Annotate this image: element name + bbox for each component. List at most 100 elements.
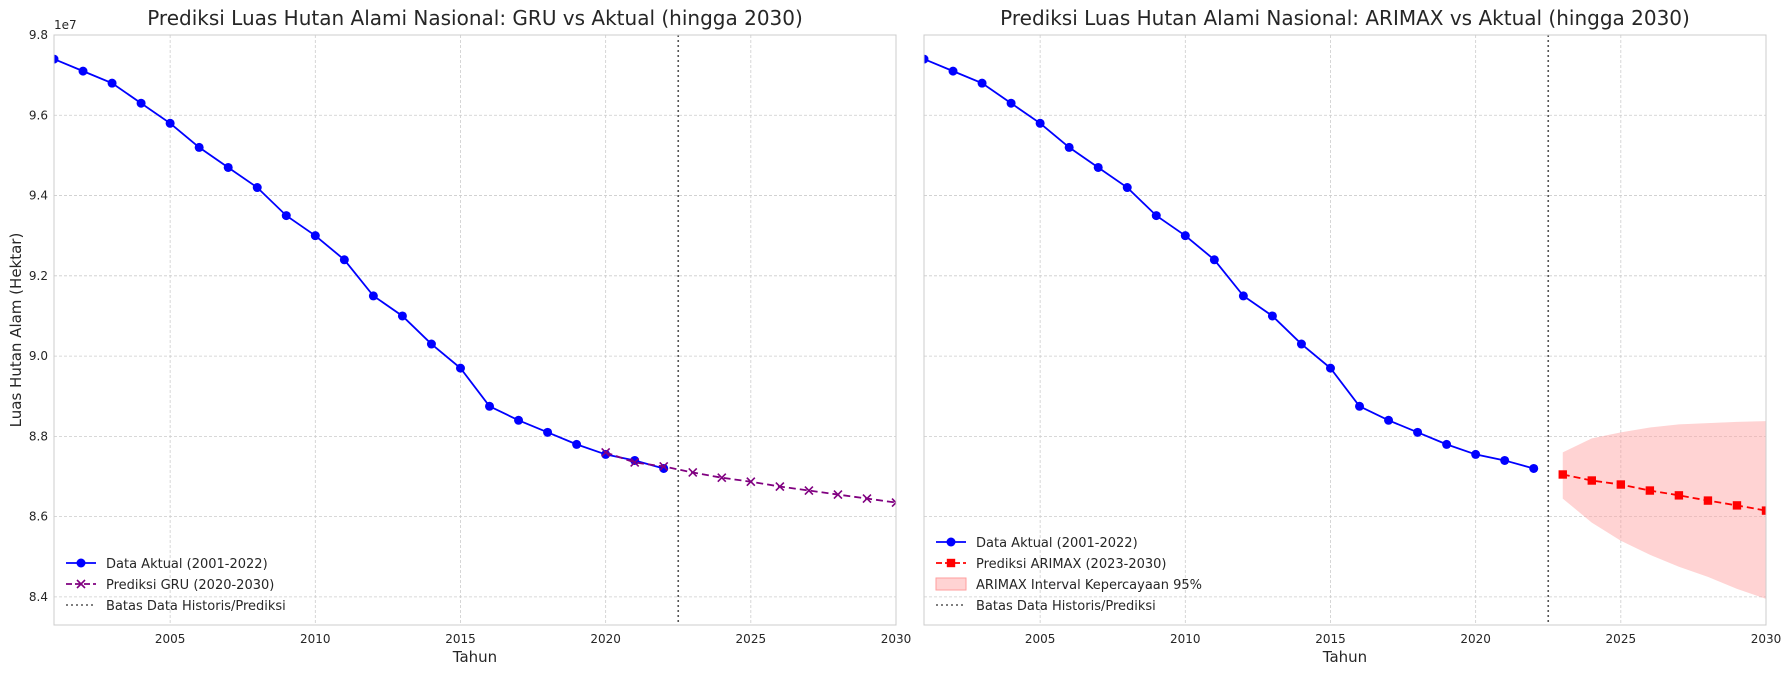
data-point xyxy=(281,211,291,221)
data-point xyxy=(1558,470,1567,479)
chart-title: Prediksi Luas Hutan Alami Nasional: GRU … xyxy=(147,6,803,30)
legend-marker xyxy=(946,537,956,547)
x-tick-labels: 2005 2010 2015 2020 2025 2030 xyxy=(155,632,911,646)
data-point xyxy=(1209,255,1219,265)
legend-label: Prediksi GRU (2020-2030) xyxy=(106,578,274,593)
data-point xyxy=(1093,162,1103,172)
x-tick-label: 2030 xyxy=(881,632,912,646)
x-tick-label: 2010 xyxy=(1170,632,1201,646)
data-point xyxy=(601,449,611,459)
x-tick-label: 2025 xyxy=(736,632,767,646)
data-point xyxy=(107,78,117,88)
legend-marker xyxy=(946,558,956,568)
chart-gru: Prediksi Luas Hutan Alami Nasional: GRU … xyxy=(7,6,911,666)
data-point xyxy=(1471,449,1481,459)
data-point xyxy=(1413,427,1423,437)
y-tick-label: 9.6 xyxy=(29,108,48,122)
data-point xyxy=(136,98,146,108)
y-tick-label: 9.8 xyxy=(29,28,48,42)
data-point xyxy=(1296,339,1306,349)
x-tick-label: 2020 xyxy=(1460,632,1491,646)
data-point xyxy=(1674,491,1684,500)
data-point xyxy=(368,291,378,301)
data-point xyxy=(397,311,407,321)
legend-marker xyxy=(76,579,86,589)
data-point xyxy=(948,66,958,76)
data-point xyxy=(1587,476,1596,485)
data-point xyxy=(1355,401,1365,411)
data-point xyxy=(746,477,756,487)
data-point xyxy=(543,427,553,437)
legend-label: Data Aktual (2001-2022) xyxy=(106,557,268,572)
x-tick-labels: 2005 2010 2015 2020 2025 2030 xyxy=(1025,632,1781,646)
series-layer xyxy=(924,54,1766,515)
y-tick-label: 9.4 xyxy=(29,189,48,203)
data-point xyxy=(862,494,872,504)
data-point xyxy=(1442,439,1452,449)
series-line xyxy=(924,58,1534,470)
data-point xyxy=(717,473,727,483)
data-point xyxy=(1064,142,1074,152)
legend: Data Aktual (2001-2022) Prediksi ARIMAX (… xyxy=(935,536,1202,614)
legend-label: Prediksi ARIMAX (2023-2030) xyxy=(976,557,1167,572)
data-point xyxy=(1732,501,1742,510)
data-point xyxy=(78,66,88,76)
gridlines xyxy=(54,34,897,625)
x-tick-label: 2010 xyxy=(300,632,331,646)
data-point xyxy=(339,255,349,265)
data-point xyxy=(426,339,436,349)
data-point xyxy=(1006,98,1016,108)
y-multiplier-label: 1e7 xyxy=(54,18,77,32)
y-tick-label: 8.8 xyxy=(29,429,48,443)
confidence-band xyxy=(1562,421,1766,599)
chart-title: Prediksi Luas Hutan Alami Nasional: ARIM… xyxy=(1000,6,1690,30)
data-point xyxy=(1267,311,1277,321)
x-tick-label: 2005 xyxy=(1025,632,1056,646)
data-point xyxy=(977,78,987,88)
legend-label: Data Aktual (2001-2022) xyxy=(976,536,1138,551)
legend-swatch xyxy=(935,577,967,591)
confidence-band-layer xyxy=(1562,421,1766,599)
x-tick-label: 2015 xyxy=(1315,632,1346,646)
data-point xyxy=(1122,183,1132,193)
y-tick-label: 8.4 xyxy=(29,590,48,604)
legend-marker xyxy=(76,558,86,568)
data-point xyxy=(1761,506,1766,515)
data-point xyxy=(630,457,640,468)
y-axis-label: Luas Hutan Alam (Hektar) xyxy=(7,233,25,428)
data-point xyxy=(1384,415,1394,425)
data-point xyxy=(630,455,640,465)
data-point xyxy=(310,231,320,241)
x-tick-label: 2015 xyxy=(445,632,476,646)
data-point xyxy=(688,467,698,478)
data-point xyxy=(1645,486,1655,495)
data-point xyxy=(54,54,59,64)
plot-frame xyxy=(923,34,1767,626)
y-tick-label: 9.0 xyxy=(29,349,48,363)
x-axis-label: Tahun xyxy=(1322,648,1367,666)
x-tick-label: 2020 xyxy=(590,632,621,646)
data-point xyxy=(1151,211,1161,221)
legend-label: Batas Data Historis/Prediksi xyxy=(106,599,286,614)
legend-label: Batas Data Historis/Prediksi xyxy=(976,599,1156,614)
data-point xyxy=(252,183,262,193)
series-line xyxy=(54,58,664,470)
y-tick-labels: 8.4 8.6 8.8 9.0 9.2 9.4 9.6 9.8 xyxy=(29,28,48,604)
data-point xyxy=(924,54,929,64)
chart-arimax: Prediksi Luas Hutan Alami Nasional: ARIM… xyxy=(923,6,1781,666)
data-point xyxy=(485,401,495,411)
plot-frame xyxy=(53,34,897,626)
data-point xyxy=(165,118,175,128)
legend: Data Aktual (2001-2022) Prediksi GRU (202… xyxy=(66,557,286,614)
x-axis-label: Tahun xyxy=(452,648,497,666)
legend-label: ARIMAX Interval Kepercayaan 95% xyxy=(976,578,1202,593)
data-point xyxy=(659,461,669,472)
y-tick-label: 9.2 xyxy=(29,269,48,283)
data-point xyxy=(1529,463,1539,473)
data-point xyxy=(775,481,785,492)
series-line xyxy=(1562,473,1766,512)
data-point xyxy=(223,162,233,172)
data-point xyxy=(804,485,814,496)
data-point xyxy=(455,363,465,373)
